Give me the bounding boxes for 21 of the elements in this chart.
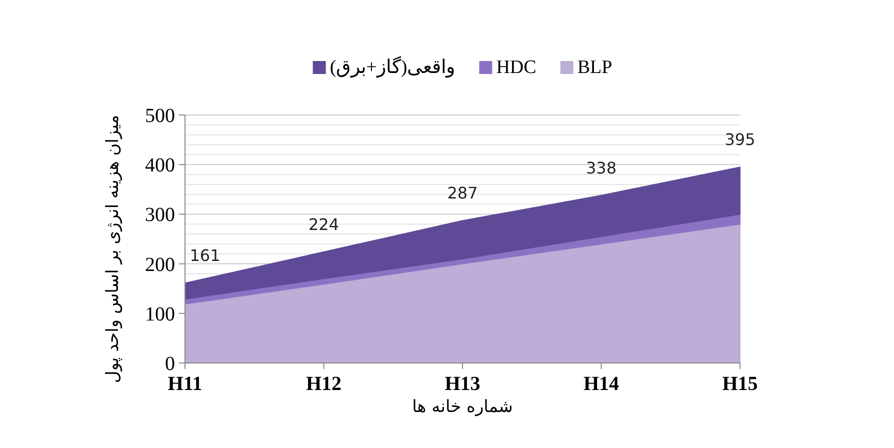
y-tick-label: 200: [145, 254, 175, 276]
x-tick-label: H14: [583, 373, 620, 395]
data-label: 161: [190, 246, 220, 266]
y-tick-label: 500: [145, 105, 175, 127]
data-label: 224: [308, 214, 340, 234]
x-tick-label: H11: [168, 373, 202, 395]
x-tick-label: H12: [306, 373, 342, 395]
legend-label: BLP: [577, 57, 612, 78]
data-label: 395: [724, 130, 756, 150]
legend-label: واقعی(گاز+برق): [330, 55, 456, 78]
y-axis-title: میزان هزینه انرژی بر اساس واحد پول: [103, 114, 123, 384]
data-label: 287: [447, 184, 478, 203]
data-label: 338: [586, 158, 617, 178]
y-tick-label: 300: [145, 204, 175, 226]
x-axis-title: شماره خانه ها: [412, 397, 513, 417]
x-tick-label: H15: [722, 373, 758, 395]
y-tick-label: 100: [145, 303, 175, 326]
legend-label: HDC: [496, 57, 536, 78]
y-tick-label: 0: [165, 353, 175, 375]
y-tick-label: 400: [145, 154, 175, 177]
x-tick-label: H13: [444, 373, 480, 395]
